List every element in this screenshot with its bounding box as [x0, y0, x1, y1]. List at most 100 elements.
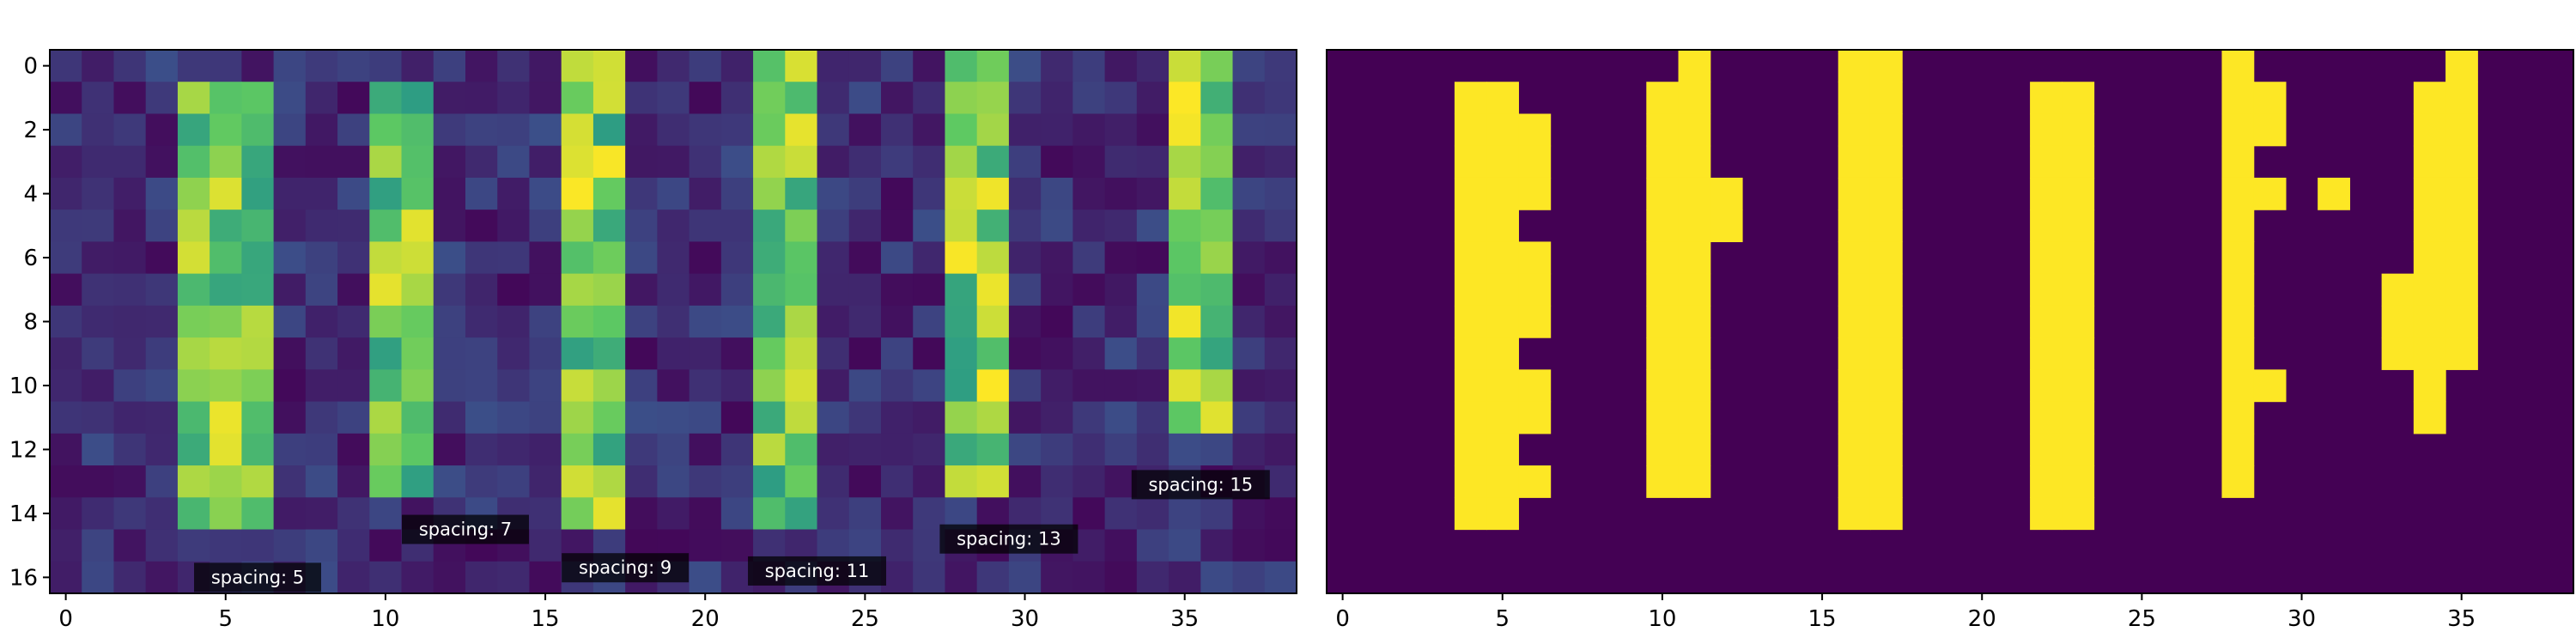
- mask-cell: [1486, 113, 1519, 147]
- heatmap-cell: [753, 433, 786, 466]
- annotation-label: spacing: 7: [419, 519, 512, 540]
- heatmap-cell: [1232, 433, 1266, 466]
- heatmap-cell: [241, 50, 275, 82]
- heatmap-cell: [113, 210, 147, 243]
- heatmap-cell: [1136, 529, 1170, 562]
- spacing-annotation: spacing: 13: [939, 524, 1078, 554]
- heatmap-cell: [1200, 241, 1234, 275]
- heatmap-cell: [1136, 241, 1170, 275]
- heatmap-cell: [753, 145, 786, 179]
- heatmap-cell: [433, 241, 466, 275]
- heatmap-cell: [337, 305, 370, 338]
- heatmap-cell: [145, 497, 179, 531]
- heatmap-cell: [881, 210, 914, 243]
- heatmap-cell: [273, 369, 307, 403]
- heatmap-cell: [497, 82, 531, 115]
- heatmap-cell: [177, 241, 210, 275]
- heatmap-cell: [689, 401, 722, 434]
- heatmap-cell: [305, 210, 338, 243]
- mask-cell: [2062, 305, 2095, 338]
- heatmap-cell: [1136, 433, 1170, 466]
- heatmap-cell: [1072, 465, 1106, 498]
- heatmap-cell: [50, 82, 82, 115]
- heatmap-cell: [210, 50, 242, 82]
- heatmap-cell: [1136, 273, 1170, 307]
- heatmap-cell: [1136, 369, 1170, 403]
- heatmap-cell: [497, 241, 531, 275]
- heatmap-cell: [817, 465, 850, 498]
- heatmap-cell: [241, 145, 275, 179]
- heatmap-cell: [753, 50, 786, 82]
- y-tick-label: 2: [23, 118, 38, 143]
- heatmap-cell: [945, 305, 978, 338]
- heatmap-cell: [657, 497, 690, 531]
- heatmap-cell: [1232, 529, 1266, 562]
- heatmap-cell: [113, 273, 147, 307]
- heatmap-cell: [976, 145, 1010, 179]
- heatmap-cell: [1136, 210, 1170, 243]
- heatmap-cell: [561, 305, 594, 338]
- heatmap-cell: [1104, 177, 1138, 210]
- heatmap-cell: [1200, 369, 1234, 403]
- mask-cell: [1678, 82, 1711, 115]
- heatmap-cell: [848, 273, 882, 307]
- mask-cell: [2062, 145, 2095, 179]
- mask-cell: [1838, 50, 1871, 82]
- right-mask-cells: [1327, 50, 2573, 593]
- heatmap-cell: [273, 50, 307, 82]
- heatmap-cell: [273, 433, 307, 466]
- heatmap-cell: [1169, 369, 1201, 403]
- heatmap-cell: [82, 145, 115, 179]
- heatmap-cell: [1232, 145, 1266, 179]
- heatmap-cell: [305, 50, 338, 82]
- heatmap-cell: [1072, 113, 1106, 147]
- heatmap-cell: [817, 273, 850, 307]
- mask-cell: [1486, 305, 1519, 338]
- right-x-axis: 0 5 10 15 20 25 30 35: [1335, 593, 2476, 632]
- heatmap-cell: [561, 177, 594, 210]
- heatmap-cell: [401, 82, 434, 115]
- mask-cell: [2413, 82, 2446, 115]
- heatmap-cell: [689, 561, 722, 594]
- mask-cell: [2030, 113, 2063, 147]
- mask-cell: [2445, 305, 2478, 338]
- mask-cell: [2413, 305, 2446, 338]
- heatmap-cell: [1200, 561, 1234, 594]
- heatmap-cell: [1264, 210, 1297, 243]
- heatmap-cell: [241, 465, 275, 498]
- heatmap-cell: [273, 82, 307, 115]
- mask-cell: [2062, 337, 2095, 370]
- heatmap-cell: [497, 177, 531, 210]
- heatmap-cell: [913, 177, 946, 210]
- heatmap-cell: [1169, 145, 1201, 179]
- heatmap-cell: [465, 433, 498, 466]
- mask-cell: [2381, 273, 2415, 307]
- heatmap-cell: [145, 433, 179, 466]
- heatmap-cell: [433, 369, 466, 403]
- heatmap-cell: [976, 50, 1010, 82]
- heatmap-cell: [273, 465, 307, 498]
- heatmap-cell: [657, 241, 690, 275]
- heatmap-cell: [82, 113, 115, 147]
- heatmap-cell: [305, 529, 338, 562]
- mask-cell: [2030, 273, 2063, 307]
- heatmap-cell: [657, 401, 690, 434]
- heatmap-cell: [1169, 210, 1201, 243]
- heatmap-cell: [657, 465, 690, 498]
- heatmap-cell: [273, 145, 307, 179]
- annotation-box: [194, 562, 321, 592]
- heatmap-cell: [1041, 337, 1073, 370]
- mask-cell: [1678, 305, 1711, 338]
- heatmap-cell: [657, 177, 690, 210]
- mask-cell: [1838, 305, 1871, 338]
- heatmap-cell: [113, 113, 147, 147]
- mask-cell: [2253, 177, 2287, 210]
- heatmap-cell: [1169, 241, 1201, 275]
- heatmap-cell: [1264, 465, 1297, 498]
- mask-cell: [1678, 433, 1711, 466]
- heatmap-cell: [50, 497, 82, 531]
- heatmap-cell: [1041, 465, 1073, 498]
- heatmap-cell: [1104, 273, 1138, 307]
- heatmap-cell: [848, 113, 882, 147]
- heatmap-cell: [689, 305, 722, 338]
